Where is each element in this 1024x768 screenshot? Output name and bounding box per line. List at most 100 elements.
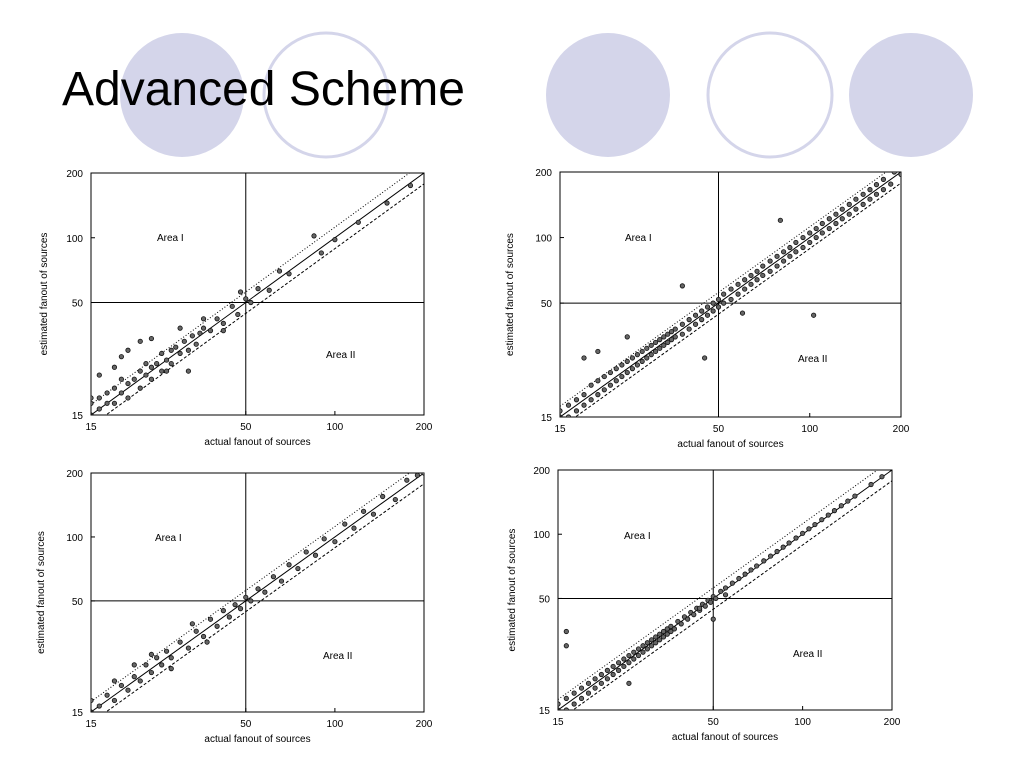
data-point — [665, 339, 671, 346]
data-point — [585, 690, 592, 696]
data-point — [644, 345, 650, 351]
y-tick-label: 200 — [533, 466, 550, 477]
x-tick-label: 15 — [552, 717, 564, 728]
data-point — [604, 667, 610, 673]
data-point — [729, 580, 735, 586]
data-point — [704, 304, 711, 310]
data-point — [607, 369, 614, 376]
data-point — [891, 172, 897, 175]
data-point — [735, 281, 741, 287]
data-point — [721, 300, 727, 306]
data-point — [640, 649, 646, 655]
data-point — [148, 364, 155, 370]
data-point — [774, 548, 780, 555]
data-point — [728, 286, 734, 292]
data-point — [657, 345, 663, 351]
data-point — [185, 347, 192, 353]
data-point — [806, 526, 812, 532]
data-point — [154, 655, 160, 661]
data-point — [243, 594, 249, 600]
data-point — [104, 400, 110, 406]
data-point — [774, 263, 780, 269]
data-point — [111, 400, 118, 406]
data-point — [248, 598, 254, 604]
data-point — [631, 649, 637, 655]
area-label-II: Area II — [798, 354, 827, 365]
data-point — [668, 337, 675, 343]
x-axis-label: actual fanout of sources — [204, 734, 310, 745]
data-point — [742, 571, 748, 577]
data-point — [826, 216, 832, 222]
data-point — [581, 402, 587, 408]
data-point — [748, 281, 754, 287]
data-point — [672, 326, 678, 332]
data-point — [671, 626, 678, 632]
data-point — [860, 191, 866, 197]
data-point — [558, 701, 561, 707]
data-point — [668, 623, 674, 629]
data-point — [879, 474, 885, 480]
data-point — [754, 563, 760, 569]
data-point — [565, 414, 572, 417]
data-point — [118, 376, 124, 382]
data-point — [177, 350, 183, 357]
data-point — [715, 296, 722, 303]
data-point — [226, 614, 232, 620]
data-point — [635, 652, 642, 659]
data-point — [619, 373, 625, 380]
data-point — [312, 552, 319, 558]
lower-bound-line — [105, 183, 424, 415]
data-point — [685, 616, 691, 622]
data-point — [404, 477, 410, 483]
area-label-I: Area I — [157, 233, 184, 244]
data-point — [819, 517, 825, 523]
data-point — [204, 639, 210, 645]
data-point — [702, 355, 708, 361]
plot-frame — [557, 469, 893, 711]
data-point — [873, 182, 880, 188]
data-point — [286, 562, 292, 568]
identity-line — [91, 473, 424, 712]
y-tick-label: 15 — [72, 708, 84, 719]
data-point — [573, 408, 580, 414]
deco-circle-filled-1 — [120, 33, 244, 157]
data-point — [853, 196, 859, 202]
data-point — [846, 211, 852, 217]
data-point — [111, 385, 118, 391]
data-point — [793, 239, 799, 246]
y-axis-label: estimated fanout of sources — [39, 233, 50, 356]
data-point — [679, 331, 685, 337]
data-point — [332, 237, 338, 243]
x-tick-label: 200 — [416, 422, 433, 433]
data-point — [742, 286, 748, 292]
data-point — [255, 586, 261, 592]
data-point — [634, 352, 640, 358]
data-point — [661, 334, 667, 340]
data-point — [825, 512, 831, 518]
data-point — [351, 525, 357, 531]
data-point — [181, 338, 187, 344]
data-point — [286, 271, 292, 277]
data-point — [295, 565, 301, 572]
data-point — [91, 395, 94, 401]
data-point — [610, 663, 616, 670]
data-point — [793, 249, 799, 255]
data-point — [421, 473, 424, 476]
data-point — [177, 325, 183, 331]
data-point — [722, 592, 729, 598]
y-tick-label: 100 — [533, 530, 550, 541]
data-point — [137, 678, 143, 684]
data-point — [243, 296, 249, 302]
area-label-I: Area I — [625, 233, 652, 244]
data-point — [653, 634, 659, 640]
data-point — [332, 539, 338, 545]
data-point — [380, 493, 386, 500]
data-point — [665, 331, 671, 337]
data-point — [639, 358, 645, 365]
data-point — [200, 325, 207, 331]
data-point — [692, 312, 699, 318]
